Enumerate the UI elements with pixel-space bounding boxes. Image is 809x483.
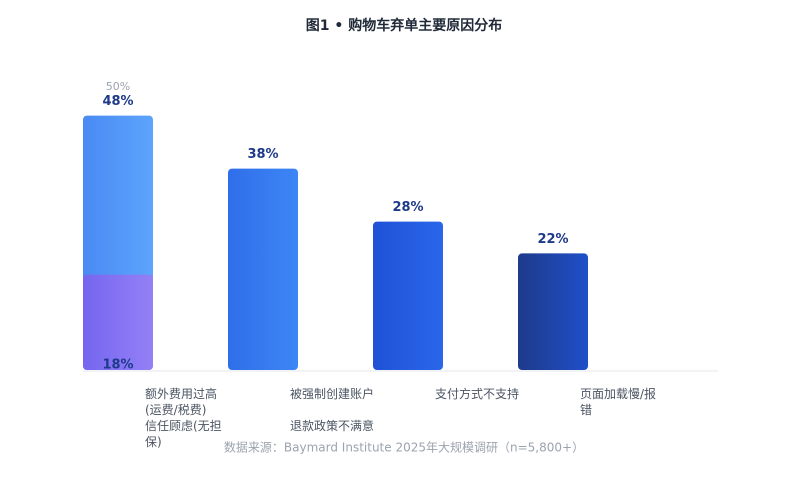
y-tick-label: 50% — [106, 80, 130, 93]
overlay-bar — [83, 274, 153, 370]
value-label: 28% — [392, 200, 423, 215]
bar — [228, 168, 298, 370]
x-tick-label: 被强制创建账户 — [290, 387, 375, 401]
x-tick-label: 额外费用过高(运费/税费) — [145, 387, 218, 417]
x-tick-label: 页面加载慢/报错 — [580, 387, 657, 417]
value-label: 38% — [247, 147, 278, 162]
chart-title: 图1 • 购物车弃单主要原因分布 — [306, 17, 502, 34]
value-label: 48% — [102, 94, 133, 109]
annotation: 信任顾虑(无担保) — [145, 419, 222, 449]
x-tick-label: 支付方式不支持 — [435, 387, 520, 401]
bar — [373, 221, 443, 370]
bar — [518, 253, 588, 370]
source-note: 数据来源：Baymard Institute 2025年大规模调研（n=5,80… — [224, 440, 584, 455]
value-label: 22% — [537, 232, 568, 247]
overlay-label: 18% — [102, 358, 133, 373]
annotation: 退款政策不满意 — [290, 419, 375, 433]
